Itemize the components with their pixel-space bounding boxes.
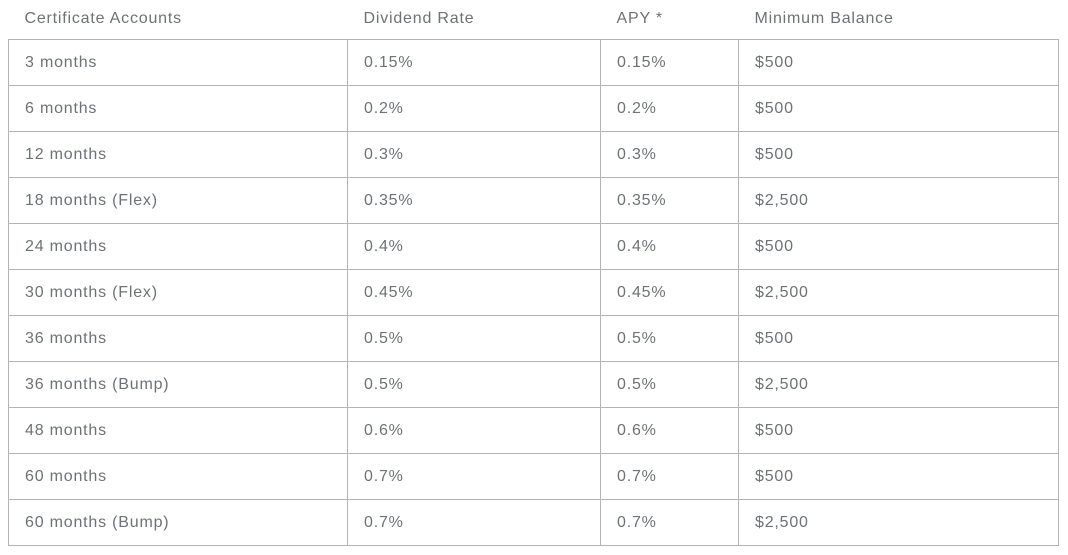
cell-apy: 0.5% <box>600 361 739 408</box>
table-row: 48 months 0.6% 0.6% $500 <box>8 407 1059 454</box>
table-row: 6 months 0.2% 0.2% $500 <box>8 85 1059 132</box>
cell-minimum-balance: $500 <box>738 39 1059 86</box>
cell-apy: 0.6% <box>600 407 739 454</box>
column-header-apy: APY * <box>616 9 663 27</box>
table-row: 24 months 0.4% 0.4% $500 <box>8 223 1059 270</box>
cell-apy: 0.2% <box>600 85 739 132</box>
table-row: 3 months 0.15% 0.15% $500 <box>8 39 1059 86</box>
table-row: 12 months 0.3% 0.3% $500 <box>8 131 1059 178</box>
cell-dividend-rate: 0.6% <box>347 407 601 454</box>
cell-term: 36 months <box>8 315 348 362</box>
cell-dividend-rate: 0.5% <box>347 361 601 408</box>
cell-term: 36 months (Bump) <box>8 361 348 408</box>
cell-apy: 0.15% <box>600 39 739 86</box>
table-row: 60 months 0.7% 0.7% $500 <box>8 453 1059 500</box>
certificate-rates-table: Certificate Accounts Dividend Rate APY *… <box>8 0 1059 546</box>
cell-dividend-rate: 0.15% <box>347 39 601 86</box>
table-header: Certificate Accounts Dividend Rate APY *… <box>9 0 1059 40</box>
cell-apy: 0.35% <box>600 177 739 224</box>
cell-dividend-rate: 0.7% <box>347 499 601 546</box>
certificate-rates-section: Certificate Accounts Dividend Rate APY *… <box>8 0 1059 546</box>
cell-minimum-balance: $500 <box>738 223 1059 270</box>
cell-term: 3 months <box>8 39 348 86</box>
cell-dividend-rate: 0.35% <box>347 177 601 224</box>
table-row: 60 months (Bump) 0.7% 0.7% $2,500 <box>8 499 1059 546</box>
cell-minimum-balance: $500 <box>738 315 1059 362</box>
table-body: 3 months 0.15% 0.15% $500 6 months 0.2% … <box>8 39 1059 546</box>
cell-minimum-balance: $500 <box>738 131 1059 178</box>
cell-term: 18 months (Flex) <box>8 177 348 224</box>
table-row: 36 months 0.5% 0.5% $500 <box>8 315 1059 362</box>
cell-apy: 0.45% <box>600 269 739 316</box>
cell-term: 48 months <box>8 407 348 454</box>
column-header-certificate-accounts: Certificate Accounts <box>24 9 182 27</box>
cell-term: 60 months (Bump) <box>8 499 348 546</box>
cell-term: 6 months <box>8 85 348 132</box>
cell-apy: 0.7% <box>600 453 739 500</box>
cell-minimum-balance: $2,500 <box>738 499 1059 546</box>
cell-apy: 0.3% <box>600 131 739 178</box>
column-header-dividend-rate: Dividend Rate <box>363 9 475 27</box>
cell-dividend-rate: 0.3% <box>347 131 601 178</box>
cell-term: 24 months <box>8 223 348 270</box>
cell-apy: 0.5% <box>600 315 739 362</box>
cell-dividend-rate: 0.5% <box>347 315 601 362</box>
cell-term: 60 months <box>8 453 348 500</box>
cell-minimum-balance: $2,500 <box>738 269 1059 316</box>
cell-minimum-balance: $2,500 <box>738 177 1059 224</box>
column-header-minimum-balance: Minimum Balance <box>754 9 894 27</box>
cell-minimum-balance: $500 <box>738 85 1059 132</box>
cell-term: 30 months (Flex) <box>8 269 348 316</box>
header-row: Certificate Accounts Dividend Rate APY *… <box>9 0 1059 40</box>
table-row: 36 months (Bump) 0.5% 0.5% $2,500 <box>8 361 1059 408</box>
cell-dividend-rate: 0.4% <box>347 223 601 270</box>
cell-dividend-rate: 0.45% <box>347 269 601 316</box>
table-row: 18 months (Flex) 0.35% 0.35% $2,500 <box>8 177 1059 224</box>
cell-apy: 0.4% <box>600 223 739 270</box>
cell-term: 12 months <box>8 131 348 178</box>
table-row: 30 months (Flex) 0.45% 0.45% $2,500 <box>8 269 1059 316</box>
cell-dividend-rate: 0.7% <box>347 453 601 500</box>
cell-minimum-balance: $500 <box>738 407 1059 454</box>
cell-dividend-rate: 0.2% <box>347 85 601 132</box>
cell-minimum-balance: $500 <box>738 453 1059 500</box>
cell-minimum-balance: $2,500 <box>738 361 1059 408</box>
cell-apy: 0.7% <box>600 499 739 546</box>
